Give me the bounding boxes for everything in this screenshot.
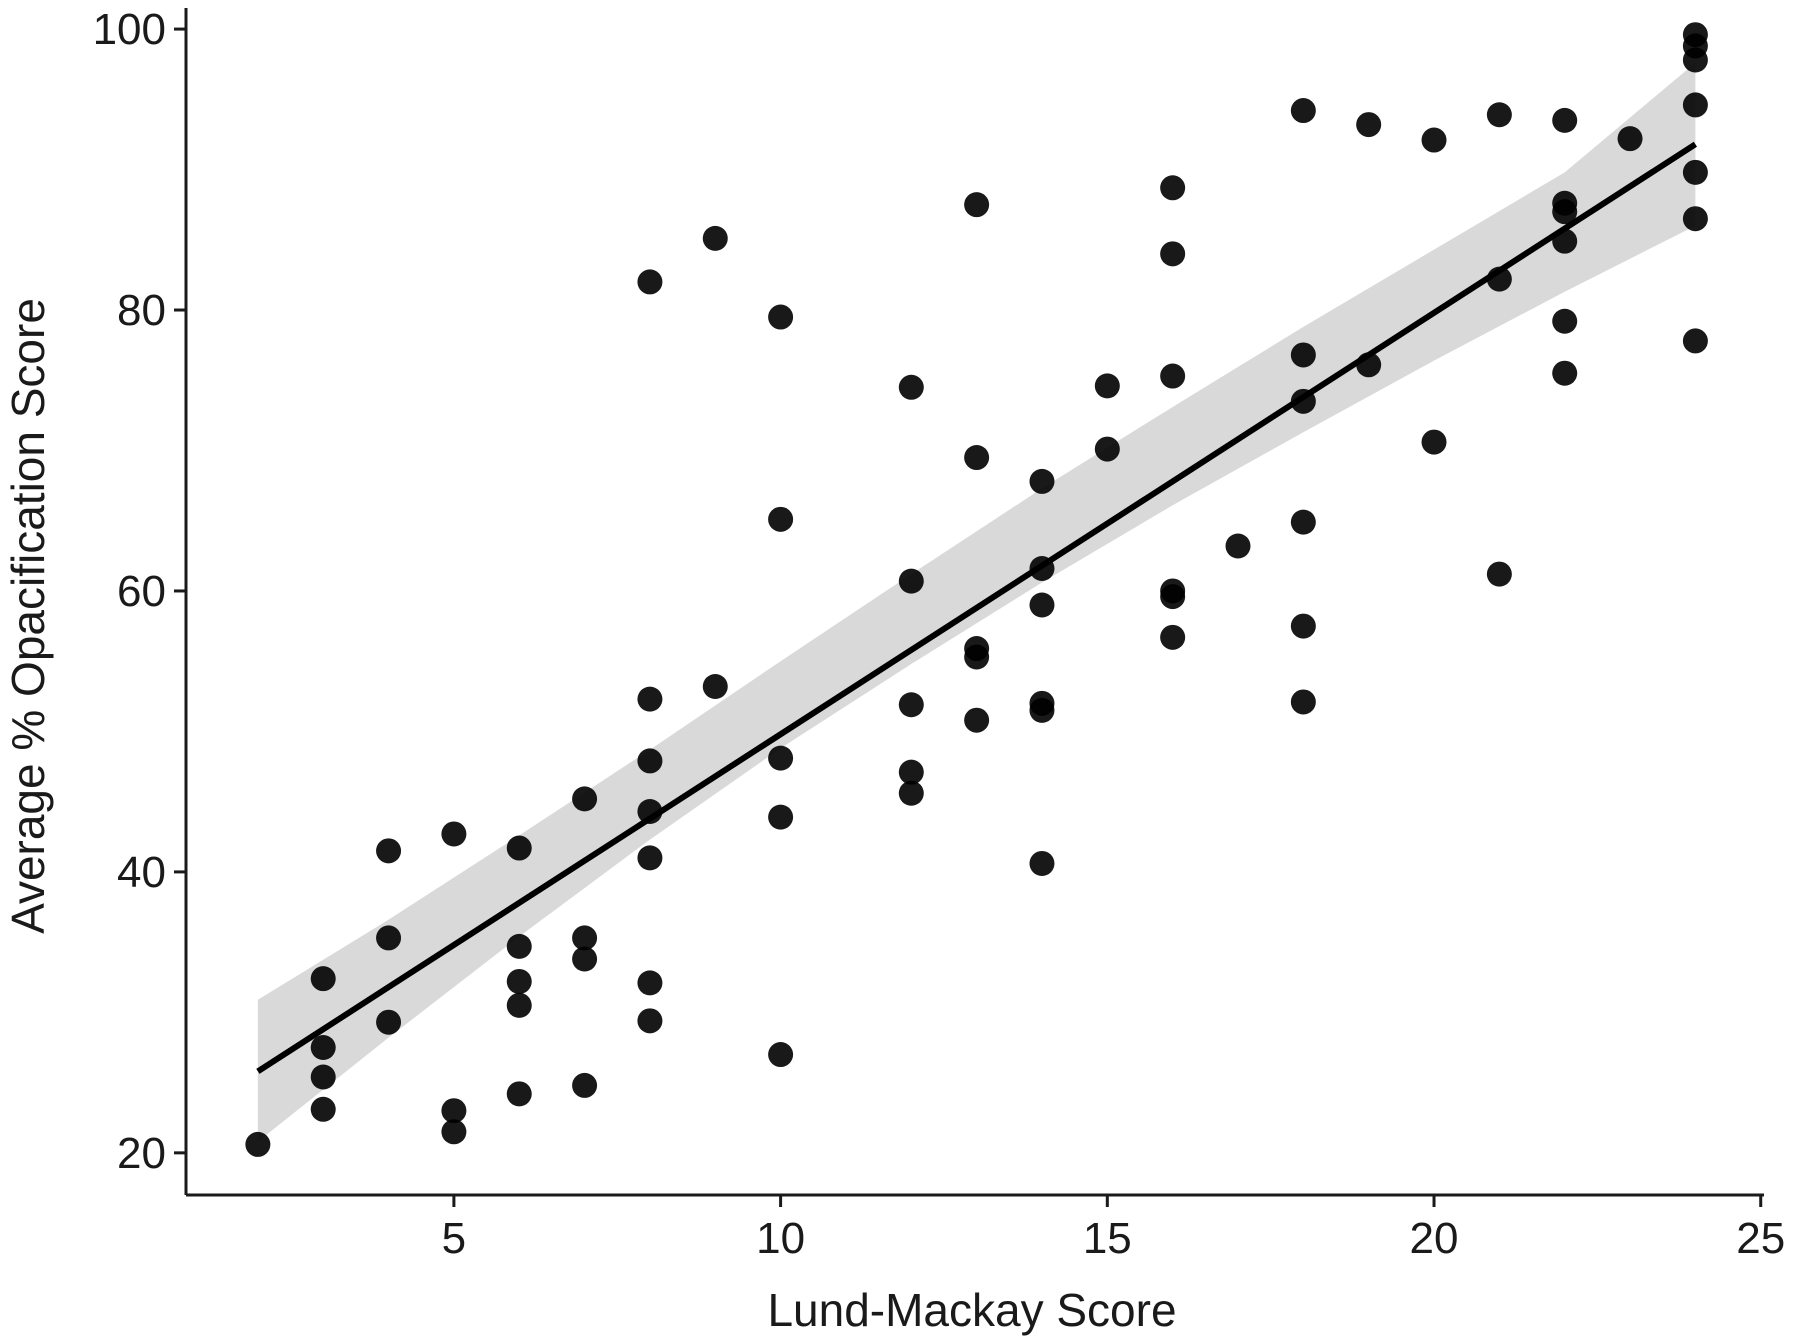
- data-point: [376, 925, 402, 951]
- data-point: [964, 644, 990, 670]
- data-point: [1094, 373, 1120, 399]
- data-point: [572, 786, 598, 812]
- data-point: [506, 835, 532, 861]
- y-tick-label: 40: [117, 848, 166, 897]
- data-point: [1029, 468, 1055, 494]
- data-point: [1290, 689, 1316, 715]
- data-point: [572, 946, 598, 972]
- data-point: [768, 745, 794, 771]
- data-point: [964, 445, 990, 471]
- points-layer: [245, 22, 1708, 1157]
- data-point: [1552, 308, 1578, 334]
- x-tick-label: 15: [1083, 1214, 1132, 1263]
- data-point: [702, 225, 728, 251]
- data-point: [1160, 584, 1186, 610]
- data-point: [898, 759, 924, 785]
- data-point: [1682, 47, 1708, 73]
- data-point: [768, 304, 794, 330]
- data-point: [1617, 126, 1643, 152]
- regression-line: [256, 141, 1698, 1074]
- data-point: [1290, 509, 1316, 535]
- y-tick-label: 60: [117, 567, 166, 616]
- data-point: [898, 568, 924, 594]
- data-point: [506, 933, 532, 959]
- data-point: [1094, 436, 1120, 462]
- fit-line-layer: [256, 141, 1698, 1074]
- data-point: [441, 821, 467, 847]
- axes-layer: 5 10 15 20 25 20 40 60 80 100: [93, 5, 1786, 1263]
- data-point: [1682, 159, 1708, 185]
- data-point: [376, 838, 402, 864]
- data-point: [1552, 107, 1578, 133]
- y-tick-label: 80: [117, 286, 166, 335]
- y-tick-label: 20: [117, 1129, 166, 1178]
- data-point: [506, 968, 532, 994]
- data-point: [898, 780, 924, 806]
- y-tick-label: 100: [93, 5, 166, 54]
- y-axis-title: Average % Opacification Score: [2, 298, 54, 934]
- data-point: [1029, 592, 1055, 618]
- data-point: [1225, 533, 1251, 559]
- data-point: [637, 269, 663, 295]
- data-point: [506, 1081, 532, 1107]
- x-tick-label: 5: [442, 1214, 466, 1263]
- data-point: [1486, 102, 1512, 128]
- data-point: [1486, 561, 1512, 587]
- data-point: [637, 686, 663, 712]
- data-point: [1552, 360, 1578, 386]
- data-point: [1356, 112, 1382, 138]
- data-point: [376, 1009, 402, 1035]
- data-point: [768, 804, 794, 830]
- data-point: [637, 1008, 663, 1034]
- data-point: [1682, 206, 1708, 232]
- data-point: [768, 506, 794, 532]
- data-point: [637, 748, 663, 774]
- x-tick-label: 25: [1736, 1214, 1785, 1263]
- data-point: [1290, 342, 1316, 368]
- x-axis-title: Lund-Mackay Score: [767, 1284, 1176, 1336]
- data-point: [1029, 850, 1055, 876]
- confidence-band: [257, 62, 1696, 1142]
- data-point: [637, 970, 663, 996]
- data-point: [1290, 98, 1316, 124]
- data-point: [1290, 613, 1316, 639]
- data-point: [637, 845, 663, 871]
- data-point: [1421, 127, 1447, 153]
- x-tick-label: 20: [1410, 1214, 1459, 1263]
- data-point: [310, 966, 336, 992]
- data-point: [441, 1098, 467, 1124]
- data-point: [702, 673, 728, 699]
- data-point: [310, 1064, 336, 1090]
- confidence-band-layer: [257, 62, 1696, 1142]
- data-point: [441, 1119, 467, 1145]
- data-point: [964, 192, 990, 218]
- data-point: [1160, 241, 1186, 267]
- data-point: [310, 1096, 336, 1122]
- data-point: [768, 1042, 794, 1068]
- data-point: [1029, 697, 1055, 723]
- data-point: [1552, 199, 1578, 225]
- data-point: [245, 1131, 271, 1157]
- data-point: [1682, 328, 1708, 354]
- data-point: [964, 707, 990, 733]
- data-point: [898, 374, 924, 400]
- data-point: [1160, 175, 1186, 201]
- data-point: [1160, 624, 1186, 650]
- data-point: [506, 992, 532, 1018]
- data-point: [1421, 429, 1447, 455]
- data-point: [1682, 92, 1708, 118]
- x-tick-label: 10: [756, 1214, 805, 1263]
- data-point: [1160, 363, 1186, 389]
- data-point: [310, 1035, 336, 1061]
- data-point: [898, 692, 924, 718]
- data-point: [572, 1072, 598, 1098]
- data-point: [572, 925, 598, 951]
